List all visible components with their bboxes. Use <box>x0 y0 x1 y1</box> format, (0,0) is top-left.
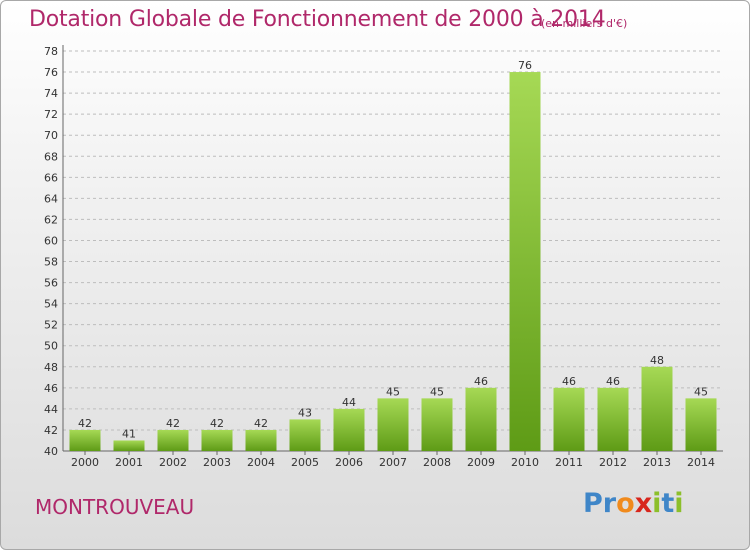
x-tick-labels: 2000 2001 2002 2003 2004 2005 2006 2007 2008 2009… <box>71 456 715 469</box>
y-tick-label: 42 <box>44 424 58 437</box>
bar-2011 <box>553 387 585 451</box>
x-tick-label-2011: 2011 <box>555 456 583 469</box>
x-tick-label-2005: 2005 <box>291 456 319 469</box>
x-tick-label-2001: 2001 <box>115 456 143 469</box>
y-tick-label: 50 <box>44 340 58 353</box>
y-tick-label: 64 <box>44 192 58 205</box>
bar-2009 <box>465 387 497 451</box>
value-label-2010: 76 <box>518 59 532 72</box>
value-label-2006: 44 <box>342 396 356 409</box>
x-tick-label-2002: 2002 <box>159 456 187 469</box>
y-tick-label: 52 <box>44 319 58 332</box>
bar-2003 <box>201 429 233 451</box>
bar-2014 <box>685 398 717 451</box>
y-tick-label: 48 <box>44 361 58 374</box>
x-tick-label-2009: 2009 <box>467 456 495 469</box>
bar-2000 <box>69 429 101 451</box>
bar-2007 <box>377 398 409 451</box>
value-label-2011: 46 <box>562 375 576 388</box>
y-tick-label: 74 <box>44 87 58 100</box>
value-label-2004: 42 <box>254 417 268 430</box>
x-tick-label-2013: 2013 <box>643 456 671 469</box>
value-label-2013: 48 <box>650 354 664 367</box>
y-tick-label: 72 <box>44 108 58 121</box>
x-tick-label-2003: 2003 <box>203 456 231 469</box>
y-tick-label: 70 <box>44 129 58 142</box>
bar-2001 <box>113 440 145 451</box>
chart-unit: (en milliers d'€) <box>541 17 628 30</box>
bar-2008 <box>421 398 453 451</box>
bar-2002 <box>157 429 189 451</box>
bars <box>69 72 717 451</box>
x-tick-label-2006: 2006 <box>335 456 363 469</box>
x-tick-label-2007: 2007 <box>379 456 407 469</box>
value-label-2003: 42 <box>210 417 224 430</box>
y-tick-label: 68 <box>44 150 58 163</box>
bar-2006 <box>333 408 365 451</box>
value-label-2005: 43 <box>298 406 312 419</box>
value-label-2000: 42 <box>78 417 92 430</box>
value-label-2002: 42 <box>166 417 180 430</box>
value-label-2001: 41 <box>122 427 136 440</box>
y-tick-label: 58 <box>44 256 58 269</box>
y-tick-label: 54 <box>44 298 58 311</box>
y-tick-label: 60 <box>44 234 58 247</box>
bar-2010 <box>509 72 541 451</box>
y-tick-labels: 40 42 44 46 48 50 52 54 56 58 60 62 64 66 68 70 72 74 76 78 <box>44 45 58 458</box>
y-tick-label: 40 <box>44 445 58 458</box>
x-tick-label-2012: 2012 <box>599 456 627 469</box>
bar-2004 <box>245 429 277 451</box>
x-tick-label-2010: 2010 <box>511 456 539 469</box>
x-tick-label-2008: 2008 <box>423 456 451 469</box>
value-label-2008: 45 <box>430 385 444 398</box>
value-label-2007: 45 <box>386 385 400 398</box>
y-tick-label: 46 <box>44 382 58 395</box>
value-label-2009: 46 <box>474 375 488 388</box>
value-label-2014: 45 <box>694 385 708 398</box>
chart-title: Dotation Globale de Fonctionnement de 20… <box>29 7 606 32</box>
proxiti-logo: Proxiti <box>583 488 684 519</box>
value-label-2012: 46 <box>606 375 620 388</box>
y-tick-label: 78 <box>44 45 58 58</box>
y-tick-label: 56 <box>44 277 58 290</box>
y-tick-label: 44 <box>44 403 58 416</box>
x-tick-label-2000: 2000 <box>71 456 99 469</box>
bar-2005 <box>289 419 321 451</box>
value-labels: 42 41 42 42 42 43 44 45 45 46 76 46 46 48 45 <box>78 59 708 440</box>
x-tick-label-2014: 2014 <box>687 456 715 469</box>
commune-name: MONTROUVEAU <box>35 495 195 519</box>
bar-2013 <box>641 366 673 451</box>
y-tick-label: 66 <box>44 171 58 184</box>
y-tick-label: 76 <box>44 66 58 79</box>
x-tick-label-2004: 2004 <box>247 456 275 469</box>
y-tick-label: 62 <box>44 213 58 226</box>
bar-2012 <box>597 387 629 451</box>
